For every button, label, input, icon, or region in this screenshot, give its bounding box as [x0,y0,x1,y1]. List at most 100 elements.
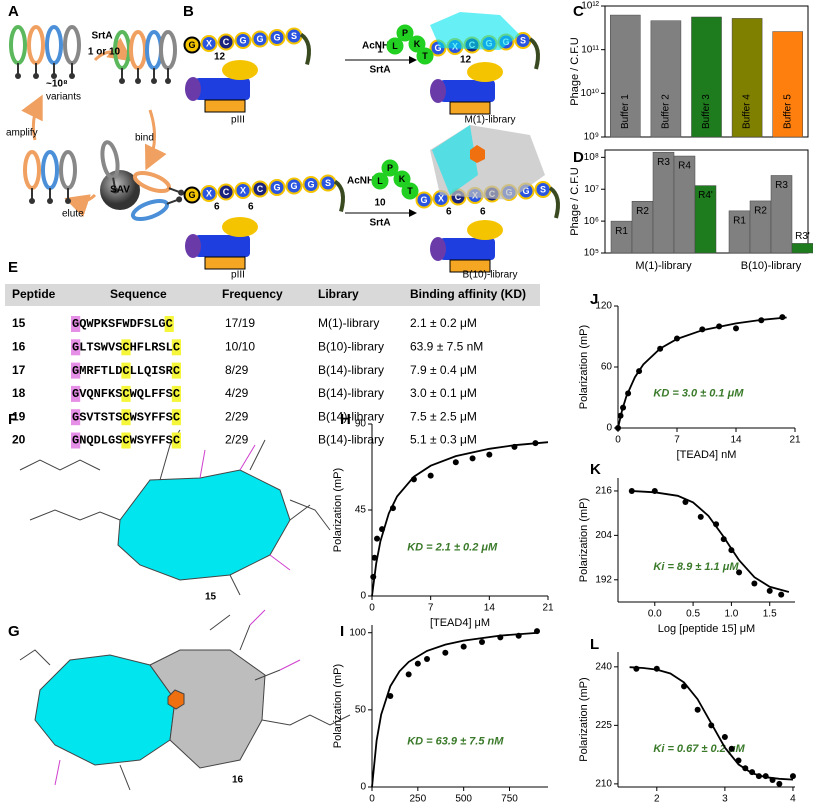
residue-label: G [273,32,280,42]
bar [770,175,793,254]
residue-bead [183,36,201,54]
residue-label: C [223,187,230,197]
y-tick-label: 225 [595,720,612,731]
structure-16 [19,609,351,791]
library-label: B(10)-library [462,270,517,281]
y-axis-label: Phage / C.F.U [569,37,581,106]
seq-highlight [71,316,81,332]
reagent-label: 10 [374,198,386,209]
residue-label: C [455,192,462,202]
seq-highlight [171,409,181,426]
phage-base [176,196,183,203]
data-point [778,591,785,598]
seq-highlight [121,409,131,426]
phage-base [178,189,185,196]
data-point [387,692,394,699]
phage-head [45,25,63,65]
target-label: SAV [110,185,130,196]
x-axis-label: Log [peptide 15] μM [658,623,755,635]
x-axis-label: [TEAD4] μM [430,617,490,629]
bar-label: R4 [678,161,691,172]
residue-label: X [438,193,444,203]
phage-base [51,73,57,79]
residue-label: S [325,178,331,188]
data-point [758,317,765,324]
bar-label: R2 [754,206,767,217]
bar [610,14,641,138]
phage-base [33,73,39,79]
group-label: M(1)-library [635,260,692,272]
residue-label: K [399,174,406,184]
pIII-domain [222,217,258,237]
table-cell: 2.1 ± 0.2 μM [410,316,477,330]
y-tick-label: 100 [349,627,366,638]
data-point [699,326,706,333]
bar [731,18,763,138]
phage-base [151,78,157,84]
seq-highlight [171,339,181,356]
data-point [762,773,769,780]
x-tick-label: 500 [455,794,472,802]
data-point [653,665,660,672]
annotation: Ki = 8.9 ± 1.1 μM [653,561,739,573]
seq-highlight [71,385,81,402]
y-tick-label: 0 [606,423,612,434]
phage-head [159,30,177,70]
phage [63,25,81,79]
x-tick-label: 1.0 [724,609,738,620]
y-tick-label: 240 [595,661,612,672]
pIII-domain [440,80,495,102]
data-point [427,472,434,479]
residue-bead [408,35,426,53]
x-tick-label: 14 [484,603,496,614]
phage-head [145,30,163,70]
repeat-count: 12 [214,52,226,63]
phage [132,170,185,196]
x-tick-label: 7 [428,603,434,614]
phage-head [9,25,27,65]
phage-base [29,198,35,204]
pIII-domain [222,60,258,80]
phage-tail [168,187,181,194]
y-axis-label: Polarization (mP) [332,468,344,552]
table-header-bg [5,284,540,306]
phage-base [112,187,119,194]
chain-link [548,186,560,219]
residue-bead [200,35,218,52]
x-tick-label: 7 [674,435,680,446]
y-axis-label: Phage / C.F.U [569,167,581,236]
table-cell: GLTSWVSCHFLRSLC [72,340,180,354]
fit-curve [617,316,787,429]
data-point [681,683,688,690]
residue-label: G [307,179,314,189]
residue-label: L [392,41,398,51]
chain-link [299,32,311,66]
phage-base [69,73,75,79]
macrocycle [149,649,266,769]
seq-highlight [164,316,174,332]
data-point [751,580,758,587]
panel-label: L [590,636,599,653]
data-point [674,335,680,342]
phage-head [41,150,59,190]
pIII-domain [204,99,246,113]
enzyme-label: SrtA [91,31,112,42]
residue-label: G [188,190,195,200]
residue-bead [251,30,269,48]
data-point [651,487,658,494]
x-tick-label: 3 [722,794,728,802]
residue-bead [302,176,320,193]
residue-bead [386,37,404,55]
bar [691,16,722,138]
data-point [682,499,689,506]
y-tick-label: 90 [355,419,367,430]
cap-label: AcNH- [347,176,378,187]
table-cell: B(14)-library [318,363,384,377]
fit-curve [371,441,549,597]
table-cell: GSVTSTSCWSYFFSC [72,410,180,424]
data-point [755,773,762,780]
seq-highlight [171,432,181,449]
data-point [479,638,485,645]
residue-bead [251,180,269,198]
seq-highlight [171,362,181,379]
